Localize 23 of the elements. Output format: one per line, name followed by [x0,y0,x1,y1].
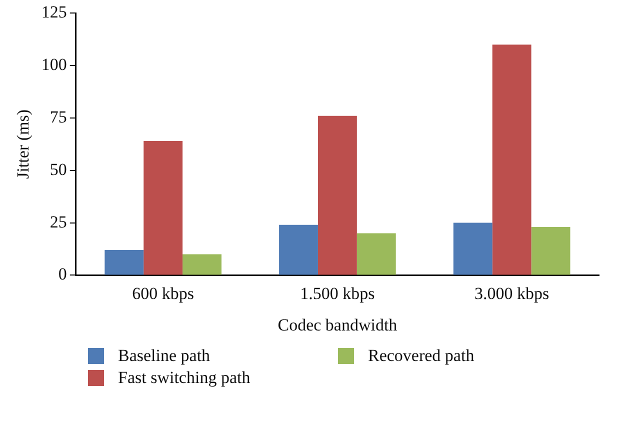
y-tick-label: 0 [58,264,67,284]
legend-label: Recovered path [368,346,474,366]
y-tick-label: 25 [50,212,67,232]
bar [182,254,222,275]
x-tick-label: 1.500 kbps [300,284,375,303]
x-tick-label: 600 kbps [132,284,194,303]
x-tick-label: 3.000 kbps [474,284,550,303]
y-tick-label: 100 [41,55,67,74]
x-axis-title: Codec bandwidth [278,315,398,334]
bar [453,222,492,275]
y-tick-label: 50 [50,160,67,179]
y-axis-title: Jitter (ms) [14,109,33,179]
bar [279,224,318,275]
bar [531,226,570,275]
bar [356,233,396,275]
bar [144,141,183,275]
legend-label: Baseline path [118,346,210,366]
y-tick-label: 125 [41,2,67,22]
bar [318,116,357,275]
legend-label: Fast switching path [118,368,250,388]
bar [104,250,144,275]
bar [492,44,532,275]
y-tick-label: 75 [50,107,67,126]
